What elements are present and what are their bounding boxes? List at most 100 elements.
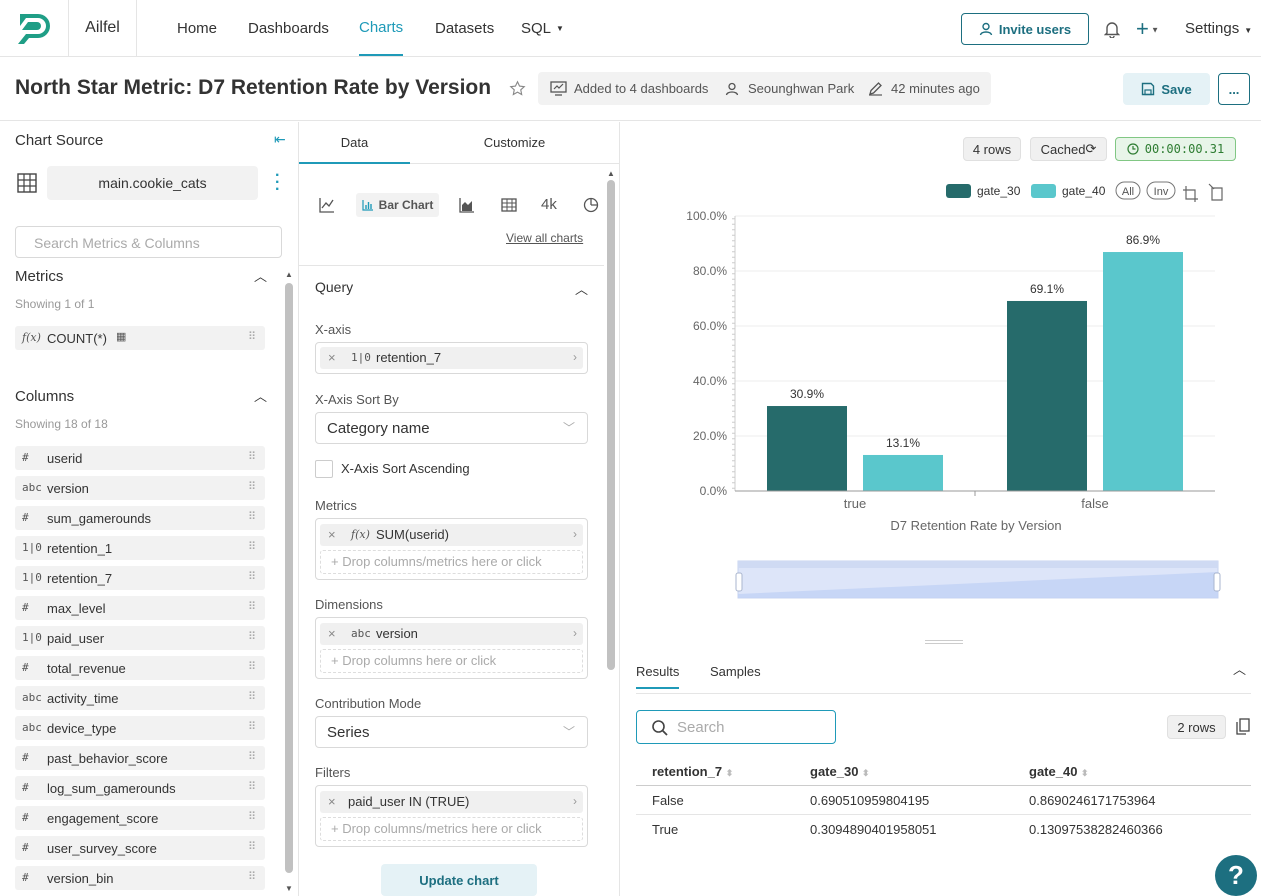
chevron-up-icon[interactable]: ︿ (254, 389, 268, 404)
page-title[interactable]: North Star Metric: D7 Retention Rate by … (15, 76, 492, 99)
drop-filters-zone[interactable]: + Drop columns/metrics here or click (320, 817, 583, 841)
legend-swatch[interactable] (946, 184, 971, 198)
table-header-gate30[interactable]: gate_30 ⬍ (810, 764, 870, 779)
resize-handle[interactable] (925, 640, 963, 644)
remove-icon[interactable]: × (328, 527, 336, 542)
plus-icon[interactable]: + ▼ (1136, 16, 1159, 41)
chevron-right-icon[interactable]: › (573, 626, 577, 640)
tab-customize[interactable]: Customize (410, 122, 619, 164)
left-scrollbar[interactable] (285, 283, 293, 873)
table-icon[interactable] (501, 197, 517, 213)
drag-handle-icon[interactable]: ⠿ (247, 751, 256, 763)
column-item[interactable]: # engagement_score ⠿ (15, 806, 265, 830)
column-item[interactable]: # user_survey_score ⠿ (15, 836, 265, 860)
column-item[interactable]: # userid ⠿ (15, 446, 265, 470)
xaxis-pill[interactable]: × 1|0 retention_7 › (320, 347, 583, 369)
legend-label[interactable]: gate_40 (1062, 184, 1106, 198)
legend-swatch[interactable] (1031, 184, 1056, 198)
chevron-right-icon[interactable]: › (573, 527, 577, 541)
scroll-up-icon[interactable]: ▲ (607, 169, 615, 178)
drag-handle-icon[interactable]: ⠿ (247, 811, 256, 823)
star-icon[interactable] (509, 80, 526, 97)
nav-charts[interactable]: Charts (359, 0, 404, 56)
drag-handle-icon[interactable]: ⠿ (247, 331, 256, 343)
drag-handle-icon[interactable]: ⠿ (247, 871, 256, 883)
bar-chart-type-button[interactable]: Bar Chart (356, 193, 439, 217)
column-item[interactable]: # log_sum_gamerounds ⠿ (15, 776, 265, 800)
sort-icon[interactable]: ⬍ (1081, 768, 1089, 778)
nav-datasets[interactable]: Datasets (435, 19, 495, 37)
nav-home[interactable]: Home (177, 19, 218, 37)
slider-handle-left[interactable] (735, 572, 743, 592)
metrics-field[interactable]: × f(x) SUM(userid) › + Drop columns/metr… (315, 518, 588, 580)
zoom-select-icon[interactable] (1183, 186, 1198, 202)
chevron-up-icon[interactable]: ︿ (575, 282, 589, 297)
bell-icon[interactable] (1104, 20, 1120, 38)
dashboards-count[interactable]: Added to 4 dashboards (574, 81, 709, 96)
scroll-up-icon[interactable]: ▲ (285, 270, 293, 279)
legend-all-button[interactable] (1115, 181, 1141, 200)
bar-gate_30[interactable] (1007, 300, 1087, 491)
column-item[interactable]: # max_level ⠿ (15, 596, 265, 620)
more-options-button[interactable]: ... (1218, 73, 1250, 105)
dataset-name[interactable]: main.cookie_cats (47, 166, 258, 200)
dimensions-field[interactable]: × abc version › + Drop columns here or c… (315, 617, 588, 679)
results-search-input[interactable]: Search (636, 710, 836, 744)
big-number-icon[interactable]: 4k (541, 196, 557, 213)
chevron-up-icon[interactable]: ︿ (1233, 662, 1247, 677)
drop-columns-zone[interactable]: + Drop columns here or click (320, 649, 583, 673)
settings-menu[interactable]: Settings ▼ (1185, 20, 1252, 37)
drag-handle-icon[interactable]: ⠿ (247, 481, 256, 493)
column-item[interactable]: # past_behavior_score ⠿ (15, 746, 265, 770)
column-item[interactable]: 1|0 retention_1 ⠿ (15, 536, 265, 560)
slider-handle-right[interactable] (1213, 572, 1221, 592)
update-chart-button[interactable]: Update chart (381, 864, 537, 896)
remove-icon[interactable]: × (328, 350, 336, 365)
remove-icon[interactable]: × (328, 794, 336, 809)
column-item[interactable]: abc device_type ⠿ (15, 716, 265, 740)
zoom-slider[interactable] (735, 560, 1221, 599)
drag-handle-icon[interactable]: ⠿ (247, 781, 256, 793)
drag-handle-icon[interactable]: ⠿ (247, 841, 256, 853)
column-item[interactable]: # total_revenue ⠿ (15, 656, 265, 680)
bar-gate_40[interactable] (863, 454, 943, 491)
copy-icon[interactable] (1236, 718, 1250, 735)
drag-handle-icon[interactable]: ⠿ (247, 721, 256, 733)
area-chart-icon[interactable] (459, 197, 475, 213)
drop-metrics-zone[interactable]: + Drop columns/metrics here or click (320, 550, 583, 574)
chevron-right-icon[interactable]: › (573, 350, 577, 364)
table-header-gate40[interactable]: gate_40 ⬍ (1029, 764, 1089, 779)
table-header-retention[interactable]: retention_7 ⬍ (652, 764, 733, 779)
invite-users-button[interactable]: Invite users (961, 13, 1089, 45)
zoom-reset-icon[interactable] (1208, 183, 1223, 201)
column-item[interactable]: # version_bin ⠿ (15, 866, 265, 890)
refresh-icon[interactable]: ⟳ (1085, 141, 1097, 156)
sort-icon[interactable]: ⬍ (725, 768, 734, 778)
drag-handle-icon[interactable]: ⠿ (247, 451, 256, 463)
logo-icon[interactable] (14, 10, 56, 48)
column-item[interactable]: abc activity_time ⠿ (15, 686, 265, 710)
filters-field[interactable]: × paid_user IN (TRUE) › + Drop columns/m… (315, 785, 588, 847)
scroll-down-icon[interactable]: ▼ (285, 884, 293, 893)
sort-icon[interactable]: ⬍ (862, 768, 870, 778)
column-item[interactable]: # sum_gamerounds ⠿ (15, 506, 265, 530)
tab-data[interactable]: Data (299, 122, 410, 164)
tab-samples[interactable]: Samples (710, 664, 761, 679)
metric-pill[interactable]: × f(x) SUM(userid) › (320, 524, 583, 546)
drag-handle-icon[interactable]: ⠿ (247, 661, 256, 673)
tab-results[interactable]: Results (636, 664, 680, 689)
legend-controls[interactable]: All Inv (1115, 181, 1223, 202)
contribution-select[interactable]: Series ﹀ (315, 716, 588, 748)
drag-handle-icon[interactable]: ⠿ (247, 511, 256, 523)
nav-sql[interactable]: SQL ▼ (521, 0, 564, 56)
pie-chart-icon[interactable] (583, 197, 599, 213)
column-item[interactable]: 1|0 paid_user ⠿ (15, 626, 265, 650)
dimension-pill[interactable]: × abc version › (320, 623, 583, 645)
xaxis-field[interactable]: × 1|0 retention_7 › (315, 342, 588, 374)
chart-bars[interactable]: 30.9% 13.1% 69.1% 86.9% (767, 233, 1183, 491)
drag-handle-icon[interactable]: ⠿ (247, 541, 256, 553)
collapse-panel-icon[interactable]: ⇤ (274, 131, 286, 147)
metric-item[interactable]: f(x) COUNT(*) ▦ ⠿ (15, 326, 265, 350)
column-item[interactable]: 1|0 retention_7 ⠿ (15, 566, 265, 590)
chevron-right-icon[interactable]: › (573, 794, 577, 808)
